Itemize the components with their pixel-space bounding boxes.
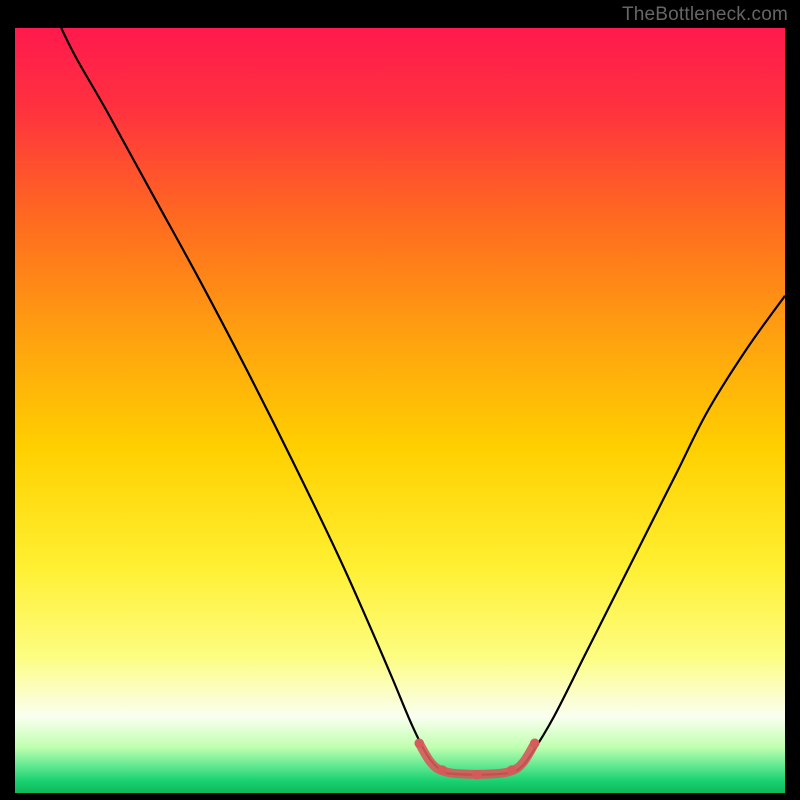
trough-dot (414, 738, 424, 748)
trough-highlight (419, 743, 535, 774)
trough-dot (530, 738, 540, 748)
bottleneck-curve (61, 28, 785, 775)
watermark-text: TheBottleneck.com (622, 4, 788, 26)
trough-dot (507, 765, 517, 775)
chart-container (15, 28, 785, 793)
trough-dot (438, 765, 448, 775)
chart-svg (15, 28, 785, 793)
trough-dot (472, 770, 482, 780)
